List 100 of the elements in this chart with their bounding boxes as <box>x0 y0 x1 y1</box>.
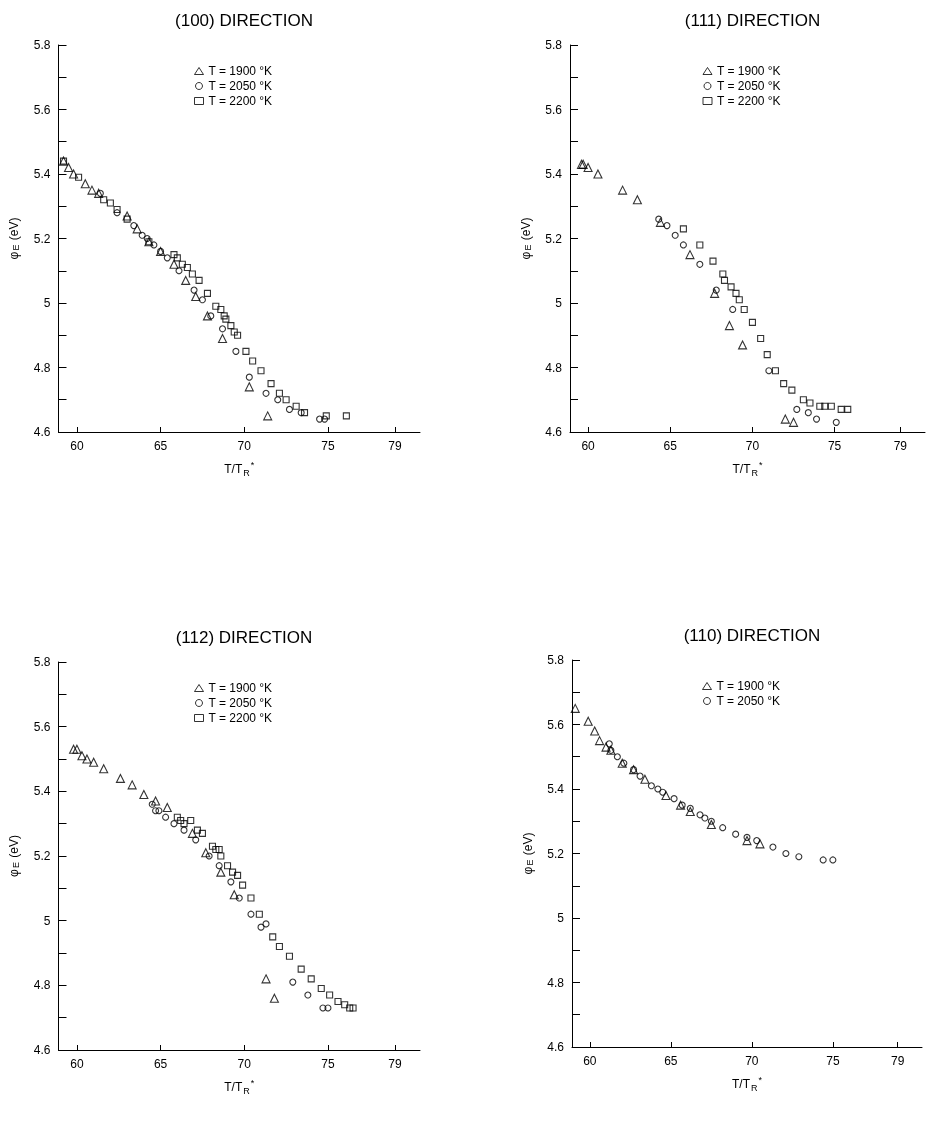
point <box>321 415 329 423</box>
point <box>212 302 220 310</box>
x-tick-label: 60 <box>583 1054 597 1068</box>
point <box>218 325 227 333</box>
point <box>87 185 97 195</box>
y-tick-label: 5.8 <box>33 38 51 52</box>
point <box>753 837 761 845</box>
point <box>223 862 232 870</box>
point <box>654 785 662 793</box>
point <box>143 234 151 243</box>
point <box>244 382 254 392</box>
point <box>75 173 83 181</box>
point <box>269 933 277 941</box>
point <box>234 331 242 339</box>
point <box>636 772 644 780</box>
y-tick-label: 4.6 <box>547 1040 565 1054</box>
point <box>261 974 271 984</box>
point <box>216 867 226 877</box>
y-tick-label: 5 <box>43 913 51 928</box>
point <box>788 417 799 427</box>
y-tick-label: 4.8 <box>33 978 51 993</box>
point <box>202 311 212 321</box>
point <box>742 836 752 846</box>
point <box>269 993 279 1003</box>
chart-title: (110) DIRECTION <box>683 626 821 645</box>
x-tick-label: 60 <box>70 439 84 453</box>
point <box>208 842 217 850</box>
point <box>138 231 146 239</box>
point <box>696 241 704 249</box>
point <box>696 260 704 268</box>
point <box>227 878 235 886</box>
point <box>727 283 735 291</box>
y-axis-title: φE (eV) <box>7 217 21 260</box>
chart-title: (112) DIRECTION <box>175 628 313 647</box>
point <box>613 753 621 761</box>
point <box>844 405 852 413</box>
y-tick-label: 5 <box>557 911 565 925</box>
point <box>812 415 821 423</box>
point <box>819 856 827 864</box>
point <box>180 820 188 828</box>
point <box>316 415 324 423</box>
point <box>605 740 613 748</box>
point <box>162 802 172 813</box>
point <box>255 910 263 918</box>
x-tick-label: 79 <box>893 439 908 453</box>
point <box>100 196 108 204</box>
y-tick-label: 5.2 <box>33 849 51 863</box>
point <box>795 853 803 861</box>
point <box>170 251 178 259</box>
point <box>304 991 312 999</box>
point <box>816 402 824 410</box>
x-tick-label: 70 <box>745 1054 759 1068</box>
point <box>115 773 125 783</box>
point <box>670 795 678 803</box>
x-tick-label: 75 <box>826 1054 840 1068</box>
point <box>234 871 242 879</box>
point <box>740 305 748 313</box>
point <box>292 402 300 410</box>
point <box>191 292 201 302</box>
y-axis-title: φE (eV) <box>520 832 535 875</box>
point <box>217 333 228 344</box>
point <box>679 241 687 249</box>
point <box>799 396 807 404</box>
point <box>349 1004 357 1012</box>
y-tick-label: 4.6 <box>33 425 51 439</box>
point <box>106 199 114 207</box>
point <box>793 405 801 413</box>
point <box>212 845 220 854</box>
point <box>788 386 796 394</box>
point <box>570 703 580 713</box>
point <box>729 305 737 313</box>
y-tick-label: 5.6 <box>545 102 563 117</box>
point <box>285 405 294 413</box>
y-tick-label: 4.8 <box>545 360 563 375</box>
point <box>130 222 138 230</box>
point <box>139 790 149 800</box>
legend-label: T = 2050 °K <box>208 79 273 93</box>
point <box>227 322 235 330</box>
point <box>663 222 671 230</box>
point <box>832 418 840 426</box>
point <box>686 804 694 812</box>
point <box>275 389 283 397</box>
point <box>169 259 179 269</box>
point <box>342 412 350 420</box>
point <box>707 817 715 825</box>
y-tick-label: 5 <box>43 296 51 310</box>
point <box>205 852 213 860</box>
point <box>324 1004 332 1012</box>
point <box>655 217 665 227</box>
point <box>217 305 225 313</box>
point <box>632 195 642 205</box>
point <box>163 254 171 262</box>
point <box>152 807 160 815</box>
y-tick-label: 5.4 <box>545 167 563 181</box>
point <box>198 829 206 837</box>
y-tick-label: 4.8 <box>547 975 565 990</box>
point <box>175 267 183 275</box>
point <box>661 790 671 800</box>
point <box>188 270 196 278</box>
x-tick-label: 70 <box>745 439 760 453</box>
